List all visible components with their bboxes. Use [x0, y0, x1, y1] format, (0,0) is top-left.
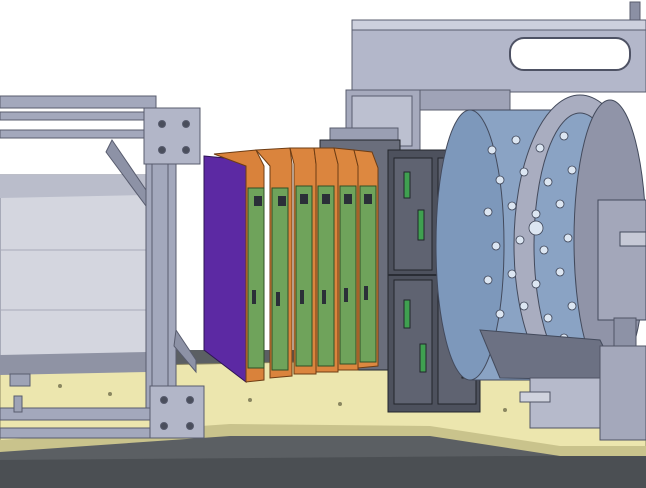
- card-carrier-1: [213, 149, 265, 383]
- card-connectors: [252, 194, 372, 306]
- perforated-cylindrical-detector: [435, 94, 646, 396]
- card-carrier-4: [313, 147, 339, 373]
- card-carrier-5: [333, 147, 359, 371]
- support-bracket: [519, 317, 646, 441]
- purple-side-plate: [203, 155, 247, 384]
- card-carrier-6: [353, 149, 379, 369]
- card-carrier-3: [289, 147, 317, 375]
- aluminium-profile-frame: [0, 95, 205, 439]
- detector-perforation-holes: [483, 131, 577, 355]
- electronics-card-stack: [213, 147, 379, 383]
- box-enclosure: [0, 174, 149, 375]
- overhead-gantry-beam: [329, 1, 646, 151]
